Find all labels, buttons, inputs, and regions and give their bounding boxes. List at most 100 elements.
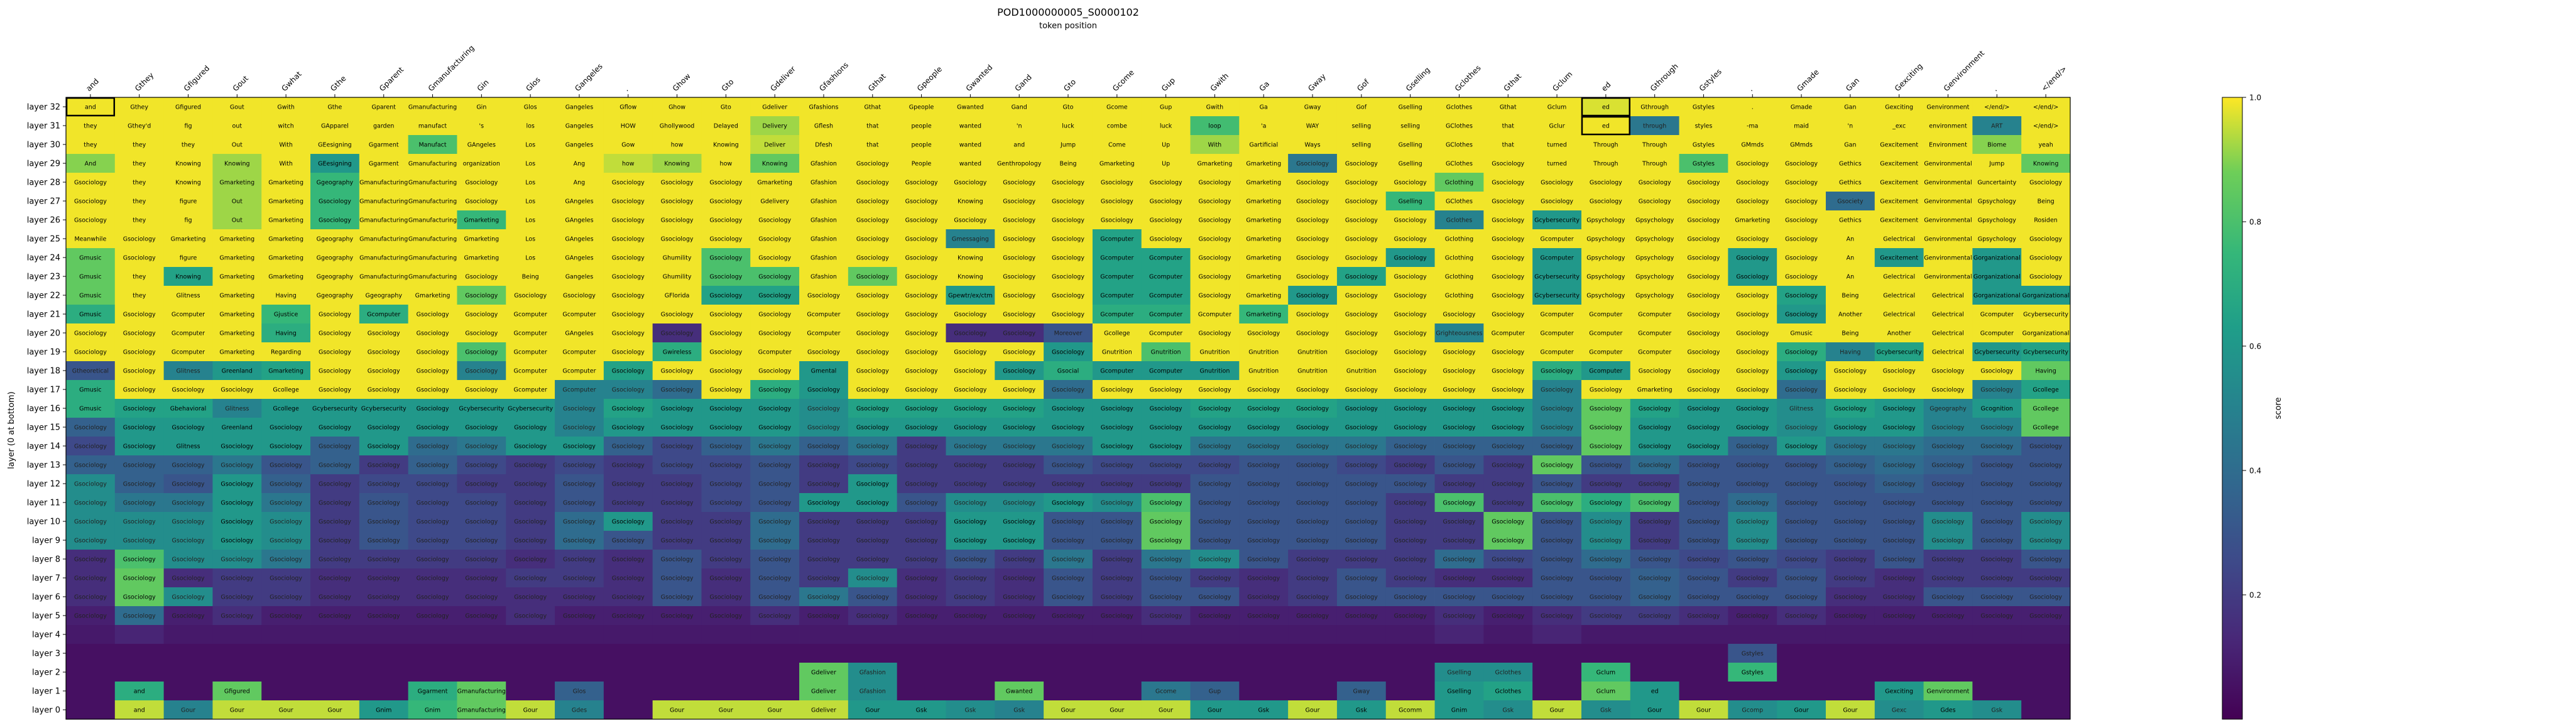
heatmap-cell [1141,625,1191,644]
heatmap-cell [848,568,898,588]
cell-token-label: Gsociology [1980,557,2013,563]
heatmap-cell [114,663,165,682]
heatmap-cell [1044,568,1093,588]
cell-token-label: Gsociology [221,557,253,563]
cell-token-label: Gsociology [1834,443,1867,450]
heatmap-cell [848,305,898,324]
heatmap-cell [310,550,360,569]
heatmap-cell [2021,154,2071,173]
cell-token-label: Gsociology [123,443,156,450]
x-tick-label: Gstyles [1698,67,1723,93]
heatmap-cell [1483,135,1533,155]
cell-token-label: Gcomputer [514,330,547,337]
cell-token-label: Gsociology [1150,481,1182,488]
heatmap-cell [1777,474,1826,494]
cell-token-label: Genvironment [1927,688,1970,695]
cell-token-label: Gsociology [1736,349,1769,356]
cell-token-label: Gsociology [1883,557,1916,563]
heatmap-cell [1679,399,1728,418]
y-tick-label: layer 16 [27,405,60,414]
heatmap-cell [506,493,555,513]
heatmap-cell [897,531,946,550]
cell-token-label: Gsociology [1345,462,1378,469]
heatmap-cell [114,323,165,343]
heatmap-cell [848,323,898,343]
heatmap-cell [1972,267,2022,286]
heatmap-cell [1141,229,1191,249]
cell-token-label: Gour [670,707,684,714]
heatmap-cell [457,210,506,230]
cell-token-label: Gsociology [221,594,253,601]
cell-token-label: Gsociology [1541,613,1573,620]
cell-token-label: Gsociology [709,198,742,205]
cell-token-label: Gsociology [1052,557,1084,563]
cell-token-label: Gour [1843,707,1857,714]
heatmap-cell [1239,606,1289,626]
heatmap-cell [261,625,311,644]
heatmap-cell [1630,97,1679,117]
cell-token-label: Gsociology [1590,198,1622,205]
cell-token-label: Gsociology [1443,425,1475,432]
cell-token-label: Gsociology [1541,462,1573,469]
heatmap-cell [1483,700,1533,720]
heatmap-cell [1190,512,1240,531]
cell-token-label: Gpsychology [1978,217,2017,224]
y-tick-label: layer 30 [27,141,60,150]
heatmap-cell [799,135,849,155]
heatmap-cell [1483,606,1533,626]
cell-token-label: Gsociology [1296,481,1329,488]
heatmap-cell [1679,587,1728,607]
heatmap-cell [408,682,457,701]
cell-token-label: Ways [1304,142,1320,149]
heatmap-cell [408,97,457,117]
heatmap-cell [66,418,116,437]
cell-token-label: Gsociology [1296,293,1329,300]
cell-token-label: Gsociology [1639,198,1671,205]
heatmap-cell [848,229,898,249]
cell-token-label: Genvironmental [1924,274,1972,281]
cell-token-label: GAngeles [565,217,593,224]
cell-token-label: Gsociology [1932,387,1965,394]
heatmap-cell [212,267,262,286]
heatmap-cell [1092,323,1142,343]
cell-token-label: Gsociology [1296,236,1329,243]
cell-token-label: Gsociology [1688,500,1720,507]
heatmap-cell [506,267,555,286]
heatmap-cell [66,210,116,230]
heatmap-cell [1923,512,1973,531]
heatmap-cell [799,380,849,399]
cell-token-label: Through [1593,142,1618,149]
cell-token-label: Gsociology [270,613,302,620]
heatmap-cell [1044,418,1093,437]
cell-token-label: Gsociology [709,462,742,469]
cell-token-label: Gsociology [1198,519,1231,526]
cell-token-label: Gsociology [1296,557,1329,563]
heatmap-cell [359,210,409,230]
cell-token-label: Gsociology [1492,161,1524,168]
cell-token-label: Gsociology [1198,330,1231,337]
heatmap-cell [1190,173,1240,192]
heatmap-cell [1190,455,1240,475]
heatmap-cell [1679,192,1728,211]
heatmap-cell [408,116,457,136]
cell-token-label: Gsociology [1003,330,1035,337]
cell-token-label: Ggeography [317,236,354,243]
cell-token-label: Gcollege [1104,330,1130,337]
cell-token-label: Ang [574,161,586,168]
heatmap-cell [1336,229,1387,249]
heatmap-frame [65,97,2071,720]
heatmap-cell [261,97,311,117]
heatmap-cell [1581,380,1631,399]
cell-token-label: Gsociology [1443,500,1475,507]
cell-token-label: Gmarketing [171,236,206,243]
cell-token-label: Gmusic [79,387,101,394]
heatmap-cell [1434,493,1484,513]
cell-token-label: Gsociology [856,613,889,620]
heatmap-cell [1581,455,1631,475]
cell-token-label: Gsociology [758,557,791,563]
heatmap-cell [555,625,604,644]
cell-token-label: Gsociology [1980,500,2013,507]
cell-token-label: they [133,180,146,187]
heatmap-cell [66,380,116,399]
cell-token-label: Gsociology [1150,387,1182,394]
